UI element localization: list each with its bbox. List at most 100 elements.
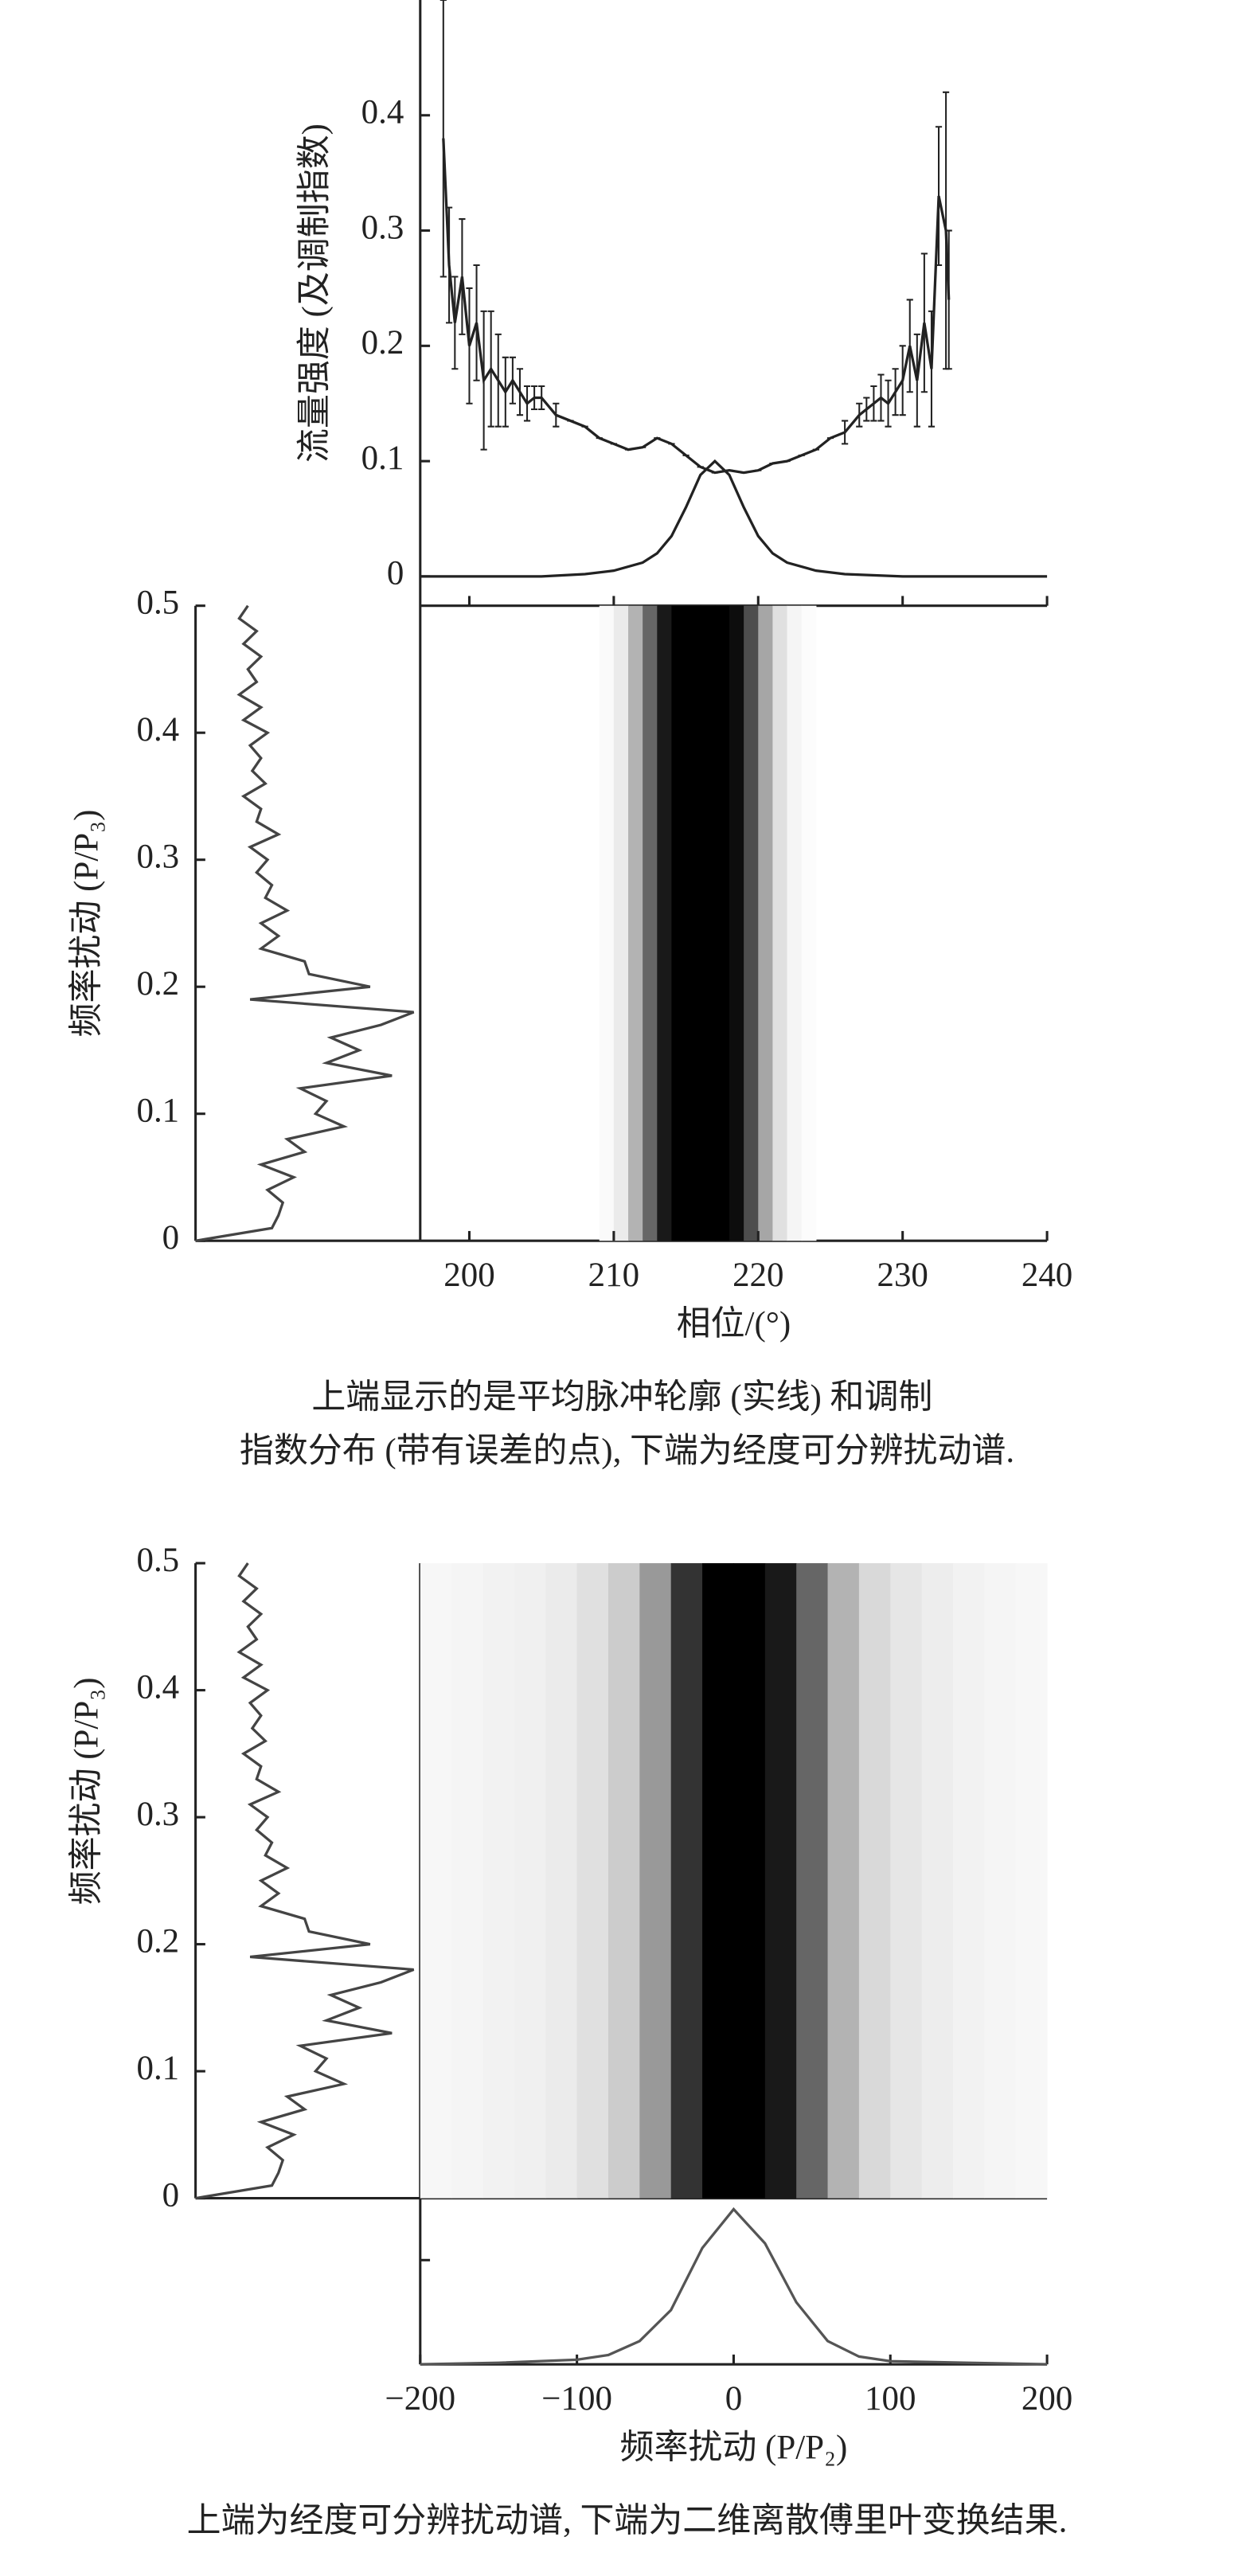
heat-cell bbox=[451, 1563, 484, 2199]
error-bar bbox=[899, 345, 906, 416]
x-tick-label: 0 bbox=[725, 2380, 742, 2418]
heat-cell bbox=[827, 1563, 860, 2199]
error-bar bbox=[523, 385, 531, 422]
error-bar bbox=[459, 218, 466, 335]
y-tick-label: 0.1 bbox=[136, 1093, 179, 1130]
x-tick-label: 210 bbox=[588, 1257, 639, 1294]
x-tick-label: 240 bbox=[1022, 1257, 1072, 1294]
error-bar bbox=[892, 368, 899, 416]
y-tick-label: 0 bbox=[162, 2176, 179, 2214]
heat-cell bbox=[420, 1563, 452, 2199]
error-bar bbox=[451, 276, 459, 370]
error-bar bbox=[945, 229, 952, 370]
error-bar bbox=[863, 397, 870, 422]
heat-cell bbox=[714, 605, 730, 1241]
error-bar bbox=[494, 333, 502, 428]
caption: 上端显示的是平均脉冲轮廓 (实线) 和调制 bbox=[311, 1378, 932, 1416]
series-line bbox=[442, 138, 951, 475]
series-line bbox=[420, 2207, 1048, 2366]
heat-cell bbox=[599, 605, 615, 1241]
y-tick-label: 0.3 bbox=[136, 1796, 179, 1833]
heat-cell bbox=[643, 605, 658, 1241]
caption: 指数分布 (带有误差的点), 下端为经度可分辨扰动谱. bbox=[240, 1433, 1014, 1470]
y-axis-label: 频率扰动 (P/P₃) bbox=[68, 810, 106, 1038]
error-bar bbox=[466, 287, 473, 405]
heat-cell bbox=[952, 1563, 985, 2199]
heat-cell bbox=[670, 1563, 703, 2199]
y-tick-label: 0.1 bbox=[361, 440, 404, 477]
y-tick-label: 0.4 bbox=[136, 1668, 179, 1706]
heat-cell bbox=[639, 1563, 672, 2199]
y-tick-label: 0.4 bbox=[136, 711, 179, 749]
x-tick-label: 100 bbox=[865, 2380, 916, 2418]
heat-cell bbox=[858, 1563, 891, 2199]
heat-cell bbox=[628, 605, 643, 1241]
y-tick-label: 0 bbox=[162, 1219, 179, 1257]
heat-cell bbox=[787, 605, 803, 1241]
y-axis-label: 频率扰动 (P/P₃) bbox=[68, 1677, 106, 1905]
error-bar bbox=[870, 385, 877, 422]
y-axis-label: 流量强度 (及调制指数) bbox=[296, 123, 334, 463]
heat-cell bbox=[729, 605, 744, 1241]
spectrum-line bbox=[195, 604, 415, 1242]
heat-cell bbox=[686, 605, 701, 1241]
error-bar bbox=[473, 264, 480, 381]
heat-cell bbox=[482, 1563, 515, 2199]
error-bar bbox=[538, 385, 545, 410]
y-tick-label: 0.1 bbox=[136, 2050, 179, 2087]
error-bar bbox=[906, 299, 913, 393]
error-bar bbox=[913, 333, 920, 428]
heat-cell bbox=[514, 1563, 546, 2199]
y-tick-label: 0.5 bbox=[136, 1542, 179, 1579]
heat-cell bbox=[545, 1563, 578, 2199]
error-bar bbox=[856, 402, 863, 428]
heat-cell bbox=[657, 605, 673, 1241]
series-line bbox=[420, 459, 1048, 578]
error-bar bbox=[502, 356, 509, 428]
y-tick-label: 0.5 bbox=[136, 584, 179, 622]
error-bar bbox=[531, 385, 538, 410]
error-bar bbox=[553, 402, 560, 428]
error-bar bbox=[877, 373, 885, 422]
heat-cell bbox=[744, 605, 759, 1241]
x-tick-label: 230 bbox=[877, 1257, 928, 1294]
y-tick-label: 0 bbox=[387, 555, 404, 592]
error-bar bbox=[509, 356, 516, 405]
error-bar bbox=[487, 310, 494, 428]
heat-cell bbox=[764, 1563, 797, 2199]
heat-cell bbox=[613, 605, 629, 1241]
heat-cell bbox=[772, 605, 788, 1241]
y-tick-label: 0.2 bbox=[136, 965, 179, 1003]
heat-cell bbox=[733, 1563, 766, 2199]
heat-cell bbox=[1015, 1563, 1048, 2199]
x-tick-label: −200 bbox=[385, 2380, 455, 2418]
error-bar bbox=[516, 368, 524, 416]
error-bar bbox=[842, 420, 849, 445]
y-tick-label: 0.4 bbox=[361, 94, 404, 131]
x-tick-label: 200 bbox=[1022, 2380, 1072, 2418]
y-tick-label: 0.2 bbox=[136, 1922, 179, 1960]
heat-cell bbox=[890, 1563, 923, 2199]
y-tick-label: 0.2 bbox=[361, 324, 404, 362]
y-tick-label: 0.3 bbox=[136, 838, 179, 876]
error-bar bbox=[439, 0, 447, 278]
x-axis-label: 频率扰动 (P/P₂) bbox=[620, 2428, 848, 2466]
heat-cell bbox=[801, 605, 817, 1241]
error-bar bbox=[928, 310, 936, 428]
x-tick-label: 220 bbox=[732, 1257, 783, 1294]
x-tick-label: 200 bbox=[443, 1257, 494, 1294]
heat-cell bbox=[700, 605, 716, 1241]
heat-cell bbox=[607, 1563, 640, 2199]
heat-cell bbox=[758, 605, 774, 1241]
error-bar bbox=[935, 126, 943, 267]
x-axis-label: 相位/(°) bbox=[677, 1304, 791, 1343]
heat-cell bbox=[796, 1563, 829, 2199]
error-bar bbox=[885, 379, 892, 428]
caption: 上端为经度可分辨扰动谱, 下端为二维离散傅里叶变换结果. bbox=[187, 2501, 1068, 2539]
error-bar bbox=[445, 206, 453, 324]
heat-cell bbox=[921, 1563, 954, 2199]
spectrum-line bbox=[195, 1562, 415, 2200]
heat-cell bbox=[702, 1563, 735, 2199]
error-bar bbox=[920, 252, 928, 393]
